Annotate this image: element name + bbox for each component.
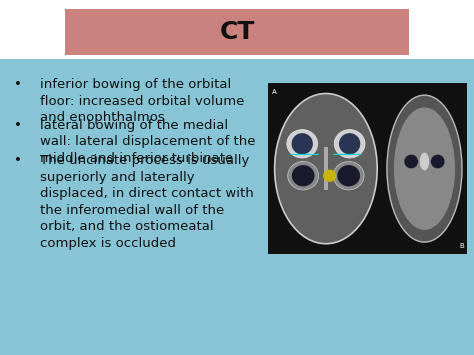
Ellipse shape: [334, 130, 365, 158]
Ellipse shape: [287, 130, 318, 158]
Text: B: B: [460, 242, 465, 248]
Text: lateral bowing of the medial
wall: lateral displacement of the
middle and inferi: lateral bowing of the medial wall: later…: [40, 119, 256, 165]
Ellipse shape: [430, 154, 445, 169]
Ellipse shape: [274, 93, 377, 244]
FancyBboxPatch shape: [65, 9, 409, 55]
FancyBboxPatch shape: [0, 59, 474, 355]
Text: The uncinate process is usually
superiorly and laterally
displaced, in direct co: The uncinate process is usually superior…: [40, 154, 254, 250]
FancyBboxPatch shape: [268, 83, 467, 254]
Ellipse shape: [288, 162, 319, 190]
Ellipse shape: [419, 153, 429, 170]
Bar: [324, 147, 328, 190]
Text: •: •: [14, 119, 22, 132]
Text: •: •: [14, 154, 22, 168]
Ellipse shape: [387, 95, 462, 242]
Ellipse shape: [323, 170, 337, 182]
Ellipse shape: [337, 165, 360, 186]
Ellipse shape: [394, 108, 455, 230]
Ellipse shape: [292, 133, 313, 154]
Text: inferior bowing of the orbital
floor: increased orbital volume
and enophthalmos: inferior bowing of the orbital floor: in…: [40, 78, 245, 124]
Text: A: A: [272, 89, 277, 95]
Ellipse shape: [292, 165, 315, 186]
Ellipse shape: [404, 154, 418, 169]
Ellipse shape: [333, 162, 364, 190]
Ellipse shape: [339, 133, 360, 154]
Text: •: •: [14, 78, 22, 91]
Text: CT: CT: [219, 20, 255, 44]
